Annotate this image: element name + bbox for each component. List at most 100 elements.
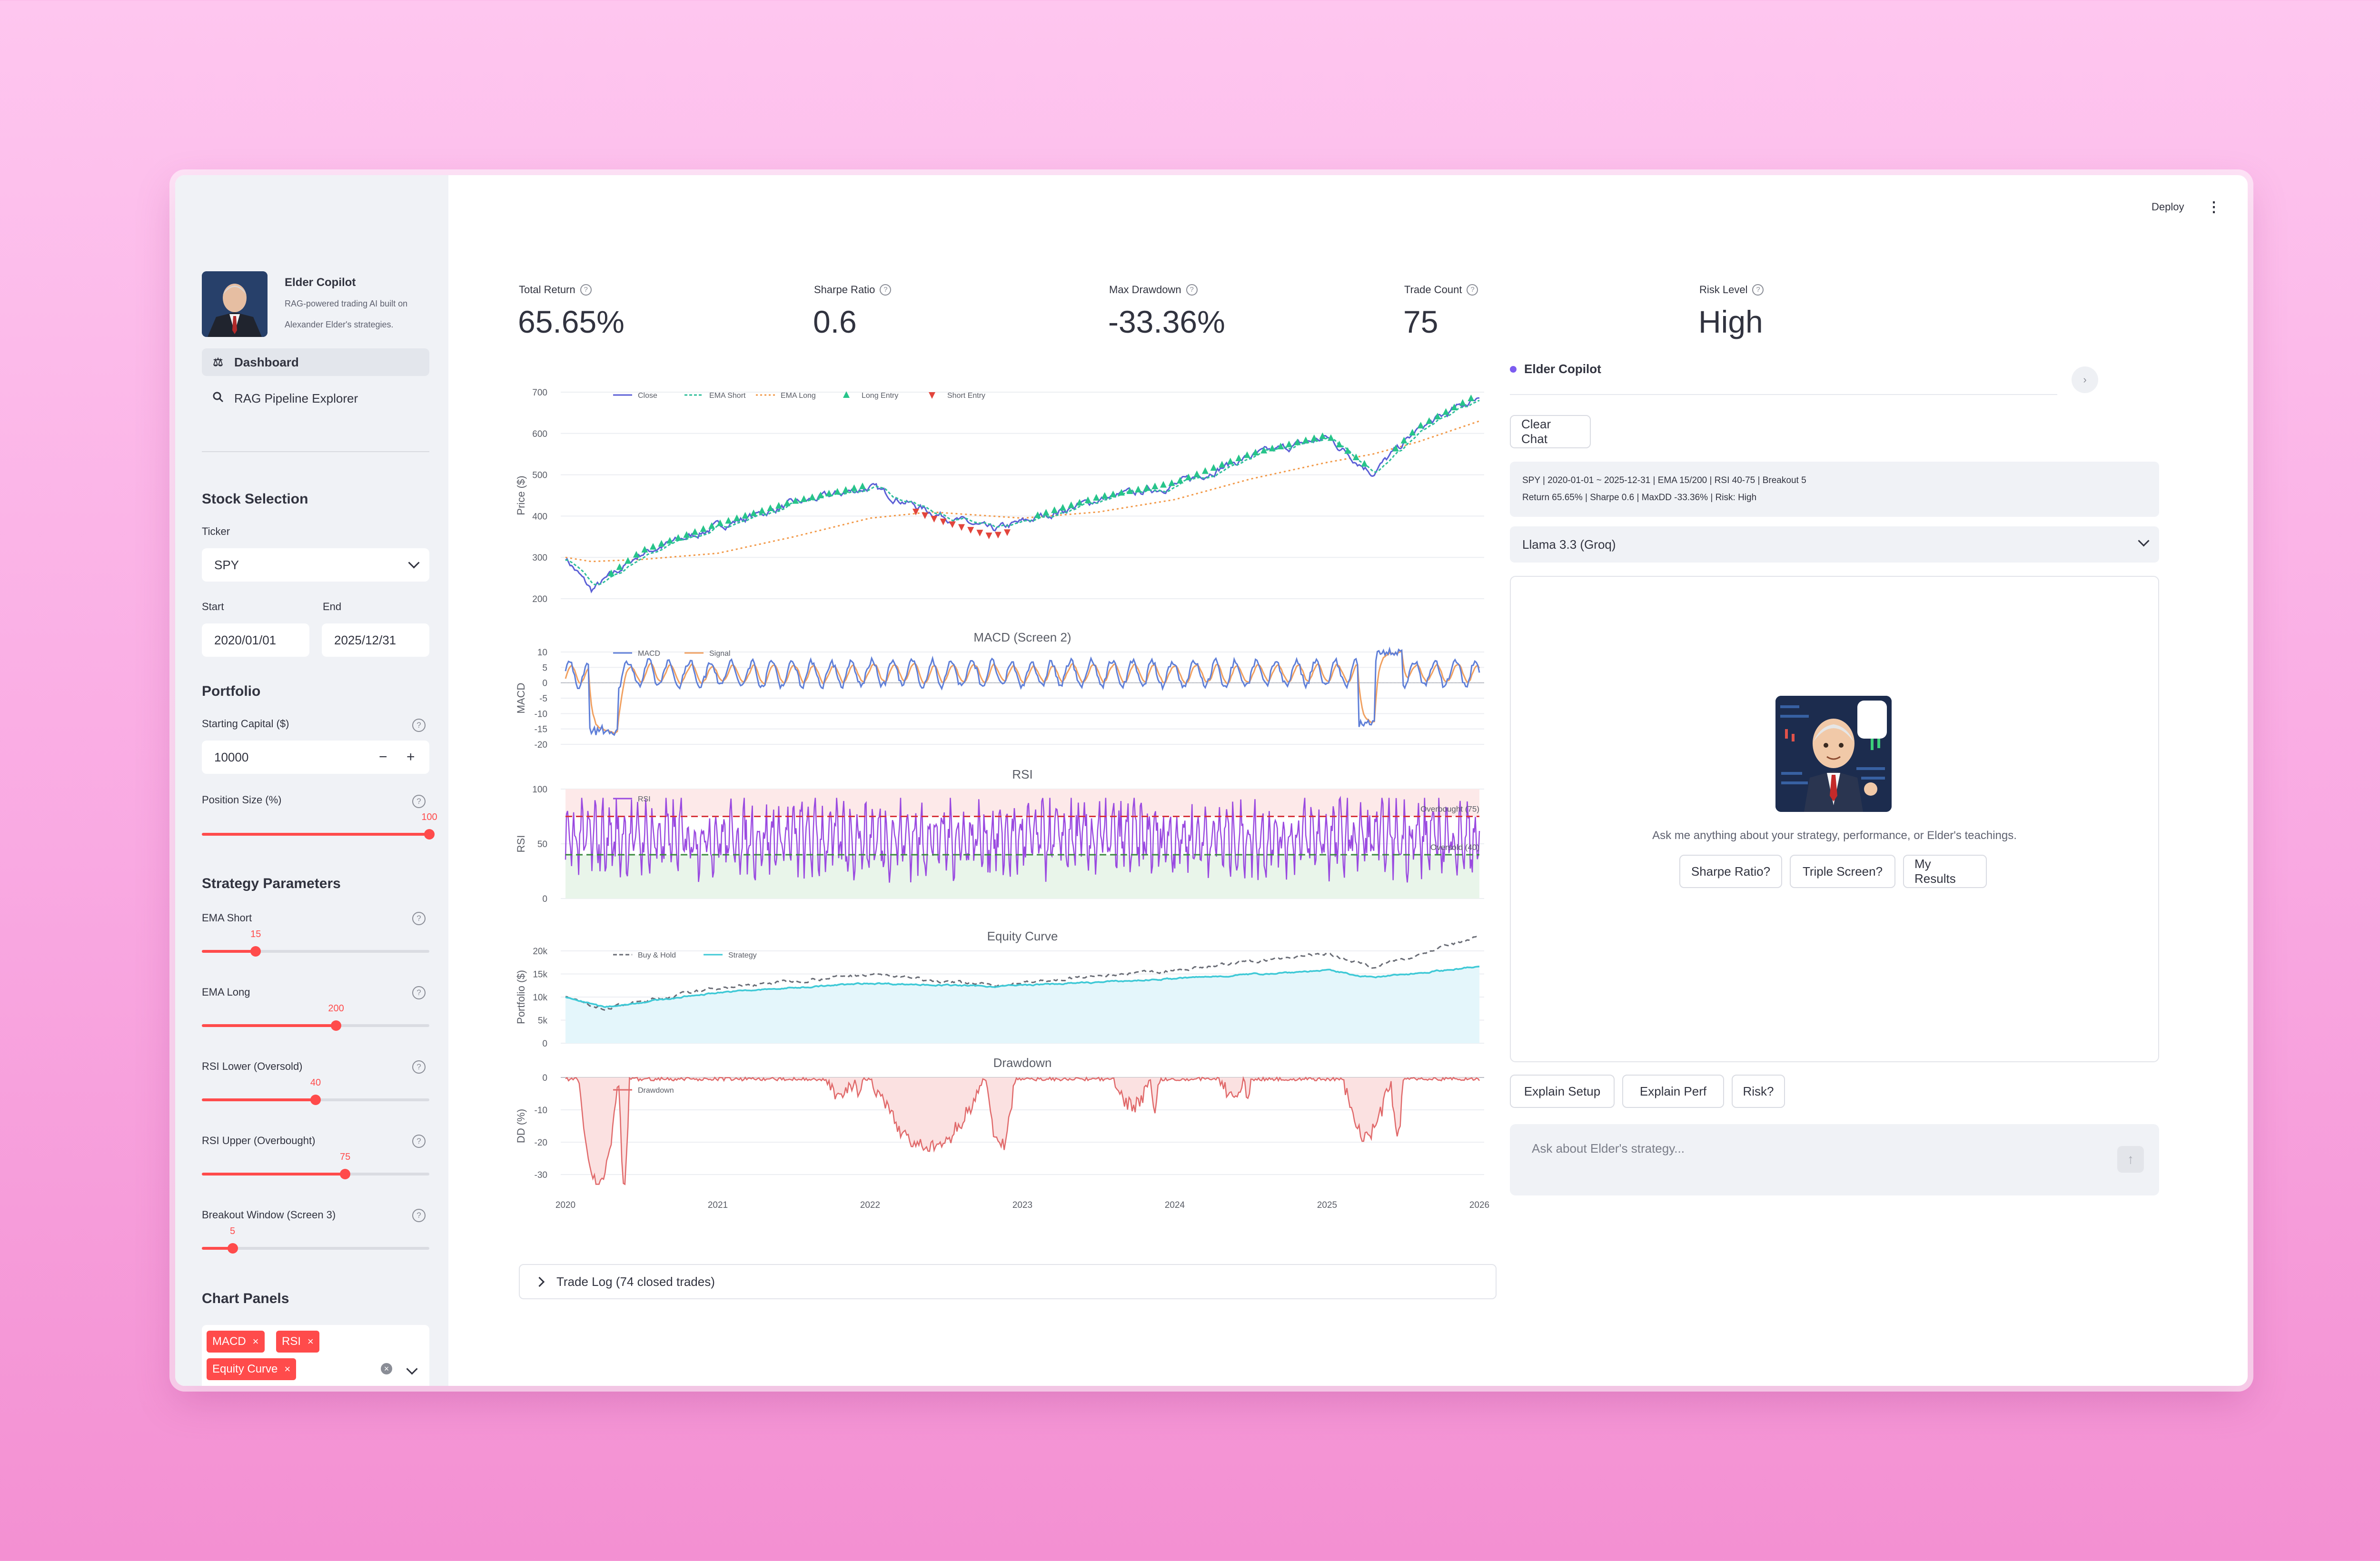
long-entry-marker bbox=[783, 499, 791, 506]
suggestion-sharpe-ratio[interactable]: Sharpe Ratio? bbox=[1679, 855, 1782, 888]
long-entry-marker bbox=[1202, 467, 1209, 474]
long-entry-marker bbox=[1426, 417, 1433, 424]
slider-thumb[interactable] bbox=[331, 1020, 342, 1031]
tick-label: -20 bbox=[535, 740, 547, 750]
explain-perf-button[interactable]: Explain Perf bbox=[1622, 1075, 1724, 1108]
status-dot-icon bbox=[1510, 366, 1517, 373]
long-entry-marker bbox=[1336, 440, 1343, 447]
trade-log-expander[interactable]: Trade Log (74 closed trades) bbox=[519, 1264, 1497, 1299]
short-entry-marker bbox=[949, 521, 956, 528]
slider-value: 100 bbox=[421, 812, 437, 822]
app-description: RAG-powered trading AI built on Alexande… bbox=[285, 299, 408, 329]
strategy-line bbox=[565, 965, 1480, 1008]
suggestion-my-results[interactable]: My Results bbox=[1903, 855, 1987, 888]
rsi-upper-slider[interactable]: 75 bbox=[202, 1152, 429, 1179]
help-icon[interactable]: ? bbox=[580, 284, 592, 296]
ema-long-slider[interactable]: 200 bbox=[202, 1003, 429, 1031]
long-entry-marker bbox=[683, 531, 690, 538]
charts-figure[interactable]: Price + SignalsPrice ($)2003004005006007… bbox=[513, 385, 1522, 1386]
decrement-button[interactable]: − bbox=[379, 749, 387, 765]
model-select[interactable]: Llama 3.3 (Groq) bbox=[1510, 526, 2159, 563]
slider-thumb[interactable] bbox=[227, 1243, 238, 1254]
slider-fill bbox=[202, 1024, 337, 1027]
help-icon[interactable]: ? bbox=[412, 986, 426, 999]
ticker-value: SPY bbox=[214, 557, 239, 572]
model-value: Llama 3.3 (Groq) bbox=[1522, 537, 1616, 552]
slider-value: 40 bbox=[310, 1077, 321, 1088]
long-entry-marker bbox=[1193, 470, 1200, 477]
increment-button[interactable]: + bbox=[407, 749, 415, 765]
tick-label: 300 bbox=[532, 553, 547, 563]
chart-panels-multiselect[interactable]: MACD × RSI × Equity Curve × × bbox=[202, 1325, 429, 1386]
chat-input[interactable]: Ask about Elder's strategy... ↑ bbox=[1510, 1124, 2159, 1195]
metric-label-text: Total Return bbox=[519, 284, 575, 296]
help-icon[interactable]: ? bbox=[412, 1060, 426, 1074]
end-date-input[interactable]: 2025/12/31 bbox=[322, 623, 429, 657]
nav-dashboard[interactable]: ⚖ Dashboard bbox=[202, 348, 429, 376]
tag-rsi[interactable]: RSI × bbox=[276, 1331, 319, 1353]
main-menu-icon[interactable]: ⋮ bbox=[2207, 199, 2221, 215]
chevron-down-icon[interactable] bbox=[406, 1363, 418, 1375]
summary-line-2: Return 65.65% | Sharpe 0.6 | MaxDD -33.3… bbox=[1522, 493, 1757, 503]
legend-label: Buy & Hold bbox=[638, 951, 676, 959]
clear-all-icon[interactable]: × bbox=[381, 1363, 392, 1374]
collapse-panel-icon[interactable]: › bbox=[2072, 366, 2098, 393]
tag-label: MACD bbox=[212, 1335, 246, 1348]
help-icon[interactable]: ? bbox=[412, 912, 426, 925]
slider-thumb[interactable] bbox=[424, 829, 435, 840]
long-entry-marker bbox=[1177, 476, 1184, 484]
suggestion-triple-screen[interactable]: Triple Screen? bbox=[1790, 855, 1895, 888]
remove-tag-icon[interactable]: × bbox=[307, 1335, 314, 1347]
metric-risk-level-value: High bbox=[1698, 304, 1763, 339]
nav-rag-pipeline-explorer[interactable]: RAG Pipeline Explorer bbox=[202, 385, 429, 412]
help-icon[interactable]: ? bbox=[412, 1209, 426, 1222]
rsi-lower-slider[interactable]: 40 bbox=[202, 1077, 429, 1105]
long-entry-marker bbox=[1110, 490, 1117, 497]
legend-label: Close bbox=[638, 392, 657, 400]
deploy-button[interactable]: Deploy bbox=[2152, 201, 2184, 213]
explain-setup-button[interactable]: Explain Setup bbox=[1510, 1075, 1615, 1108]
tag-equity-curve[interactable]: Equity Curve × bbox=[207, 1358, 297, 1380]
tick-label: -30 bbox=[535, 1170, 547, 1180]
metric-max-drawdown-label: Max Drawdown? bbox=[1109, 284, 1198, 296]
start-date-input[interactable]: 2020/01/01 bbox=[202, 623, 309, 657]
long-entry-marker bbox=[1409, 429, 1416, 436]
tag-macd[interactable]: MACD × bbox=[207, 1331, 265, 1353]
tick-label: 0 bbox=[542, 1039, 547, 1049]
breakout-window-slider[interactable]: 5 bbox=[202, 1226, 429, 1254]
help-icon[interactable]: ? bbox=[412, 719, 426, 732]
remove-tag-icon[interactable]: × bbox=[284, 1363, 291, 1375]
slider-thumb[interactable] bbox=[310, 1095, 321, 1105]
help-icon[interactable]: ? bbox=[412, 1135, 426, 1148]
position-size-slider[interactable]: 100 bbox=[202, 812, 437, 840]
dashboard-icon: ⚖ bbox=[213, 356, 223, 369]
risk-button[interactable]: Risk? bbox=[1732, 1075, 1785, 1108]
slider-thumb[interactable] bbox=[250, 946, 261, 957]
short-entry-marker bbox=[958, 524, 965, 531]
help-icon[interactable]: ? bbox=[880, 284, 892, 296]
chat-history[interactable]: Ask me anything about your strategy, per… bbox=[1510, 576, 2159, 1062]
remove-tag-icon[interactable]: × bbox=[252, 1335, 259, 1347]
metric-label-text: Trade Count bbox=[1404, 284, 1462, 296]
long-entry-marker bbox=[1260, 446, 1268, 454]
starting-capital-label: Starting Capital ($) bbox=[202, 718, 289, 730]
clear-chat-button[interactable]: Clear Chat bbox=[1510, 415, 1591, 448]
ticker-select[interactable]: SPY bbox=[202, 548, 429, 582]
help-icon[interactable]: ? bbox=[1186, 284, 1198, 296]
long-entry-marker bbox=[1219, 461, 1226, 468]
help-icon[interactable]: ? bbox=[1752, 284, 1764, 296]
tick-label: -10 bbox=[535, 709, 547, 719]
starting-capital-input[interactable]: 10000 − + bbox=[202, 741, 429, 774]
legend-label: EMA Long bbox=[781, 392, 816, 400]
stock-selection-title: Stock Selection bbox=[202, 491, 308, 507]
long-entry-marker bbox=[1352, 453, 1359, 460]
chevron-down-icon bbox=[2138, 535, 2150, 547]
help-icon[interactable]: ? bbox=[1467, 284, 1478, 296]
chart-title: Drawdown bbox=[993, 1056, 1052, 1070]
chart-panels-title: Chart Panels bbox=[202, 1291, 289, 1306]
context-summary: SPY | 2020-01-01 ~ 2025-12-31 | EMA 15/2… bbox=[1510, 462, 2159, 517]
slider-thumb[interactable] bbox=[340, 1169, 351, 1179]
ema-short-slider[interactable]: 15 bbox=[202, 929, 429, 957]
help-icon[interactable]: ? bbox=[412, 795, 426, 808]
send-icon[interactable]: ↑ bbox=[2117, 1146, 2144, 1173]
